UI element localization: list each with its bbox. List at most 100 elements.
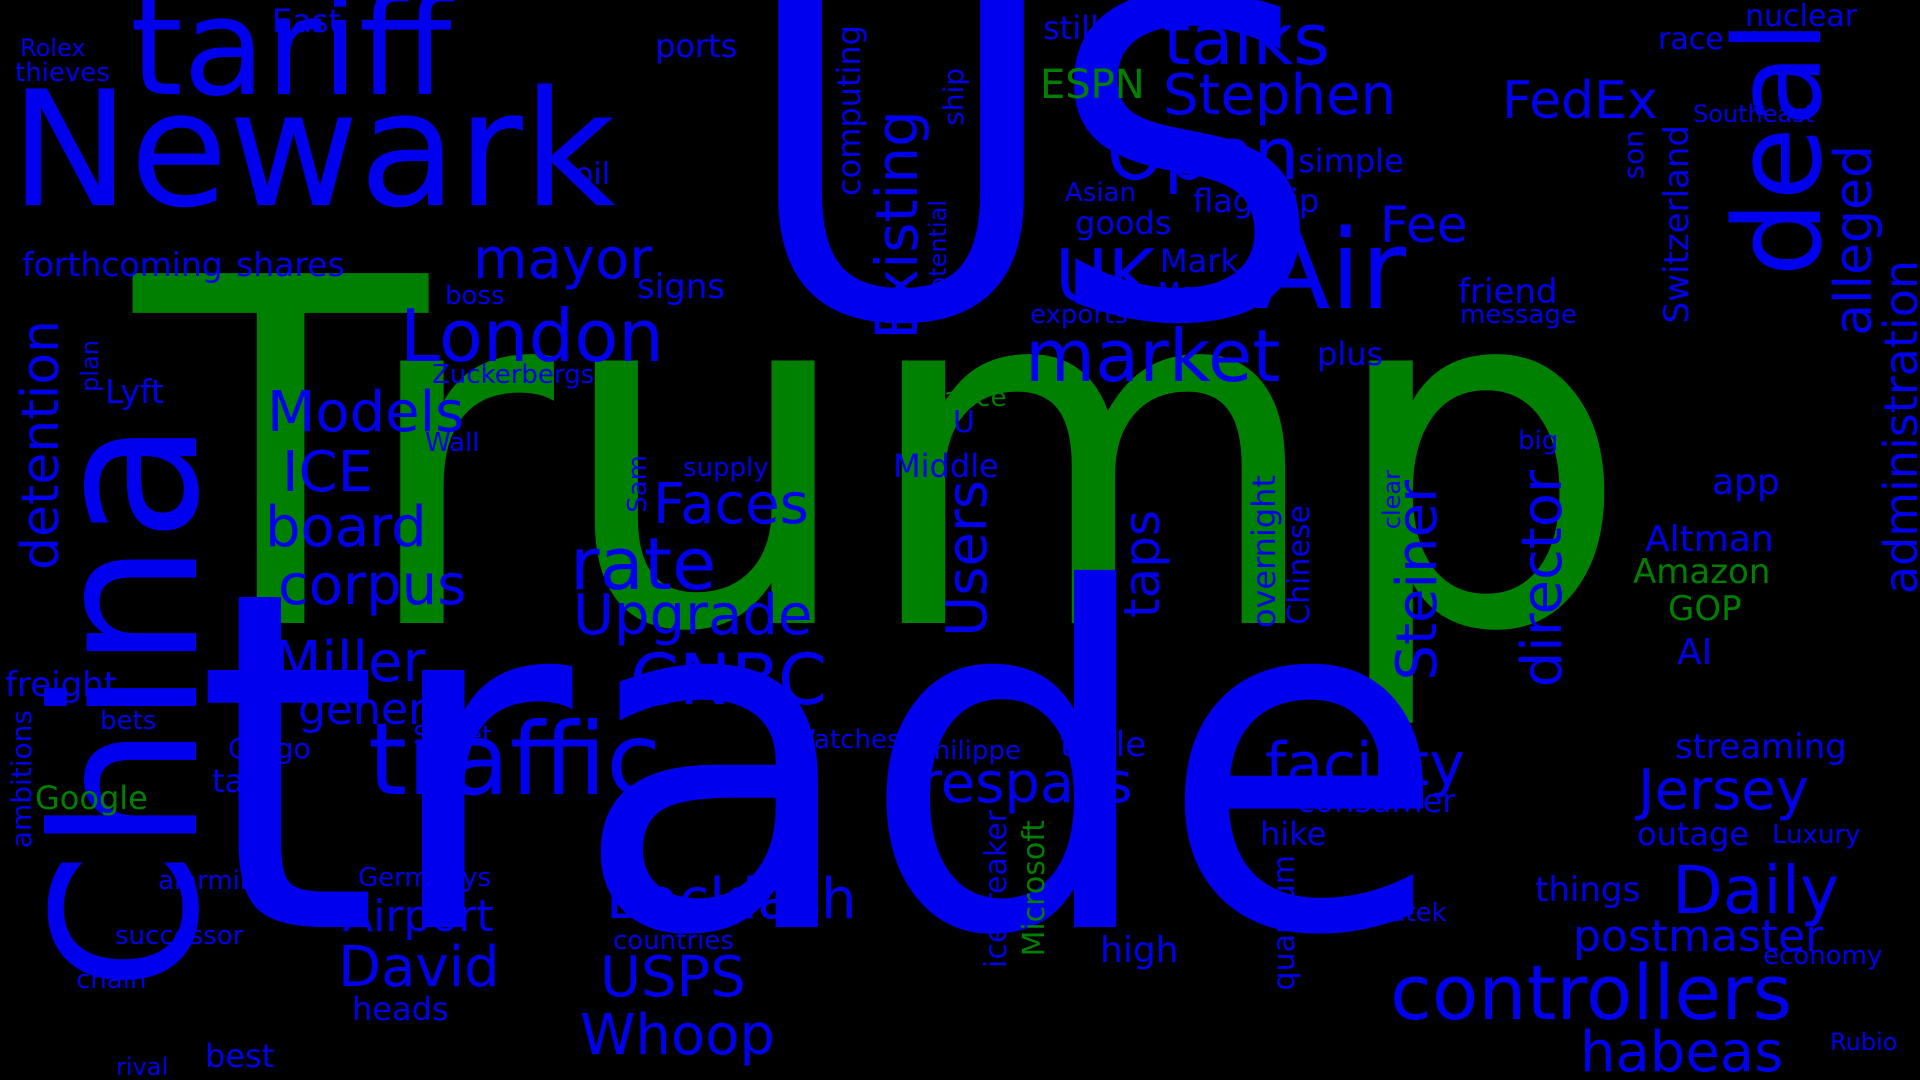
word-espn: ESPN	[1040, 62, 1145, 108]
word-table: table	[1060, 725, 1147, 765]
word-southeast: Southeast	[1693, 100, 1815, 128]
word-facility: facility	[1265, 730, 1465, 800]
word-ai: AI	[1677, 632, 1713, 673]
word-google: Google	[35, 779, 148, 817]
word-nuclear: nuclear	[1745, 0, 1858, 34]
word-marco: Marco	[1158, 278, 1237, 308]
word-administration: administration	[1874, 260, 1920, 595]
word-app: app	[1712, 462, 1780, 503]
word-open: Open	[1107, 112, 1300, 196]
word-signs: signs	[637, 267, 726, 307]
word-clear: clear	[1378, 470, 1406, 530]
word-models: Models	[267, 380, 465, 445]
word-potential: potential	[924, 200, 952, 307]
word-hike: hike	[1260, 815, 1327, 853]
word-s: S	[1045, 0, 1325, 421]
word-middle: Middle	[893, 447, 999, 485]
word-miller: Miller	[273, 630, 426, 695]
word-ambitions: ambitions	[5, 710, 38, 849]
word-high: high	[1100, 930, 1179, 971]
word-fedex: FedEx	[1502, 71, 1658, 131]
word-london: London	[400, 294, 664, 378]
word-alarming: alarming	[158, 866, 273, 896]
word-traffic: traffic	[368, 701, 662, 818]
word-germanys: Germanys	[358, 863, 492, 893]
word-amazon: Amazon	[1633, 552, 1771, 592]
word-bets: bets	[100, 706, 157, 736]
word-goods: goods	[1075, 204, 1172, 242]
word-ship: ship	[937, 68, 970, 126]
word-things: things	[1535, 870, 1641, 910]
word-director: director	[1510, 470, 1575, 688]
word-usps: USPS	[600, 945, 746, 1010]
word-race: race	[1658, 22, 1724, 57]
word-ports: ports	[655, 27, 738, 65]
word-microsoft: Microsoft	[1017, 820, 1052, 957]
word-board: board	[265, 495, 427, 560]
word-shares: shares	[236, 245, 345, 284]
word-son: son	[1617, 130, 1650, 180]
word-chain: chain	[76, 965, 147, 995]
word-general: general	[298, 684, 466, 735]
word-u-small: U	[953, 405, 975, 440]
word-philippe: Philippe	[918, 736, 1021, 766]
word-rate: rate	[570, 522, 717, 606]
word-corpus: corpus	[278, 553, 467, 618]
word-gop: GOP	[1668, 589, 1742, 629]
word-david: David	[338, 935, 500, 1000]
word-daily: Daily	[1672, 852, 1839, 929]
word-zuckerbergs: Zuckerbergs	[432, 360, 595, 390]
word-whoop: Whoop	[580, 1003, 775, 1068]
word-habeas: habeas	[1580, 1020, 1784, 1080]
word-alleged: alleged	[1824, 145, 1884, 336]
word-backlash: Backlash	[606, 867, 857, 932]
word-quantum: quantum	[1267, 855, 1302, 991]
word-cargo: Cargo	[228, 732, 311, 765]
word-overnight: overnight	[1245, 475, 1283, 629]
word-supply: supply	[683, 453, 769, 483]
word-best: best	[205, 1037, 275, 1075]
word-switzerland: Switzerland	[1657, 125, 1697, 324]
word-vance: Vance	[928, 383, 1007, 413]
word-patek: Patek	[1375, 898, 1447, 928]
word-mark: Mark	[1160, 242, 1239, 280]
word-plus: plus	[1317, 335, 1384, 373]
word-economy: economy	[1763, 941, 1883, 971]
word-flagship: flagship	[1193, 182, 1320, 220]
word-oil: oil	[575, 157, 611, 192]
word-icebreaker: icebreaker	[979, 810, 1014, 968]
word-big: big	[1518, 426, 1559, 456]
word-forthcoming: forthcoming	[22, 245, 223, 284]
word-fee: Fee	[1380, 196, 1468, 254]
word-air: Air	[1255, 206, 1407, 334]
word-jersey: Jersey	[1638, 758, 1809, 823]
word-stephen: Stephen	[1163, 63, 1396, 128]
word-thieves: thieves	[15, 58, 110, 88]
word-trade: trade	[195, 491, 1449, 1038]
word-countries: countries	[613, 926, 734, 956]
word-street: Street	[413, 721, 493, 751]
word-outage: outage	[1637, 815, 1750, 853]
word-boss: boss	[445, 281, 505, 311]
word-simple: simple	[1298, 142, 1404, 180]
word-rolex: Rolex	[20, 34, 86, 62]
word-chinese: Chinese	[1282, 505, 1317, 625]
word-airport: Airport	[343, 891, 494, 942]
word-wall: Wall	[425, 428, 480, 458]
word-users: Users	[935, 480, 1000, 637]
word-existing: Existing	[863, 110, 931, 340]
word-luxury: Luxury	[1772, 820, 1861, 850]
word-consumer: consumer	[1297, 782, 1456, 820]
word-upgrade: Upgrade	[573, 583, 813, 648]
word-detention: detention	[11, 320, 71, 570]
word-faces: Faces	[653, 472, 809, 537]
word-lyft: Lyft	[105, 372, 164, 411]
word-freight: freight	[5, 665, 118, 705]
word-tariff: tariff	[130, 0, 452, 126]
word-u: U	[740, 0, 1063, 421]
word-still: still	[1043, 9, 1099, 47]
word-computing: computing	[830, 25, 868, 196]
word-rival: rival	[116, 1053, 169, 1080]
word-trespass: trespass	[897, 751, 1133, 816]
word-message: message	[1460, 300, 1577, 330]
